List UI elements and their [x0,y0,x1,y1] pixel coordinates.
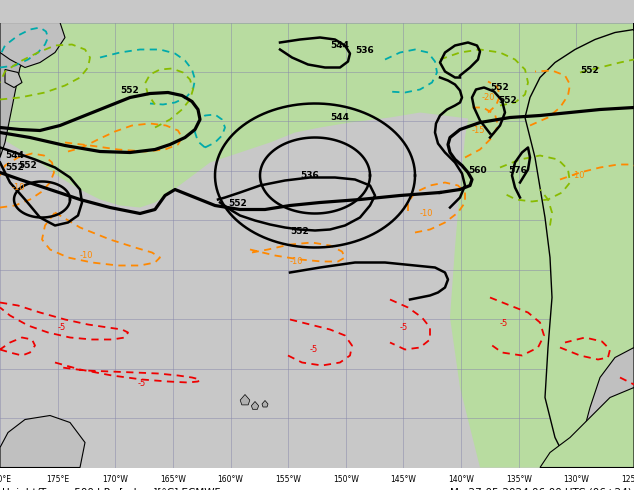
Polygon shape [252,401,259,409]
Text: 125°W: 125°W [621,475,634,485]
Text: -10: -10 [420,209,434,218]
Bar [0,467,634,490]
Text: -15: -15 [472,125,486,134]
Text: -10: -10 [12,182,25,192]
Text: -5: -5 [500,318,508,327]
Text: 536: 536 [300,171,319,179]
Text: 180°E: 180°E [0,475,11,485]
Polygon shape [580,347,634,467]
Text: 552: 552 [18,161,37,170]
Text: 130°W: 130°W [564,475,589,485]
Text: 165°W: 165°W [160,475,186,485]
Text: -5: -5 [400,322,408,332]
Text: -5: -5 [310,345,318,354]
Polygon shape [262,400,268,407]
Text: 544: 544 [330,41,349,49]
Text: 544: 544 [330,113,349,122]
Text: 145°W: 145°W [391,475,417,485]
Text: 544: 544 [5,150,24,160]
Text: -10: -10 [572,171,586,179]
Polygon shape [450,23,634,467]
Polygon shape [200,23,355,109]
Text: 552: 552 [228,198,247,207]
Text: 552: 552 [290,226,309,236]
Text: 552: 552 [580,66,598,74]
Text: 552: 552 [498,96,517,104]
Text: 160°W: 160°W [217,475,243,485]
Text: 135°W: 135°W [506,475,532,485]
Text: -10: -10 [80,250,93,260]
Text: 552: 552 [120,85,139,95]
Text: -20: -20 [482,93,496,101]
Text: 155°W: 155°W [275,475,301,485]
Text: 552: 552 [5,163,23,172]
Polygon shape [525,23,634,467]
Text: 552: 552 [490,82,508,92]
Polygon shape [0,23,30,157]
Polygon shape [540,388,634,467]
Text: 140°W: 140°W [448,475,474,485]
Polygon shape [0,416,85,467]
Polygon shape [0,23,634,207]
Text: Mo 27-05-2024 06:00 UTC (06+24): Mo 27-05-2024 06:00 UTC (06+24) [450,488,632,490]
Text: Height/Temp. 500 hPa [gdmp][°C] ECMWF: Height/Temp. 500 hPa [gdmp][°C] ECMWF [2,488,221,490]
Text: 170°W: 170°W [102,475,128,485]
Text: -5: -5 [58,322,66,332]
Polygon shape [5,70,22,88]
Text: -10: -10 [290,256,304,266]
Text: 536: 536 [355,46,374,54]
Text: -5: -5 [138,378,146,388]
Text: 175°E: 175°E [46,475,69,485]
Text: 576: 576 [508,166,527,174]
Text: 150°W: 150°W [333,475,359,485]
Text: 560: 560 [468,166,487,174]
Polygon shape [240,394,250,405]
Polygon shape [0,23,65,68]
